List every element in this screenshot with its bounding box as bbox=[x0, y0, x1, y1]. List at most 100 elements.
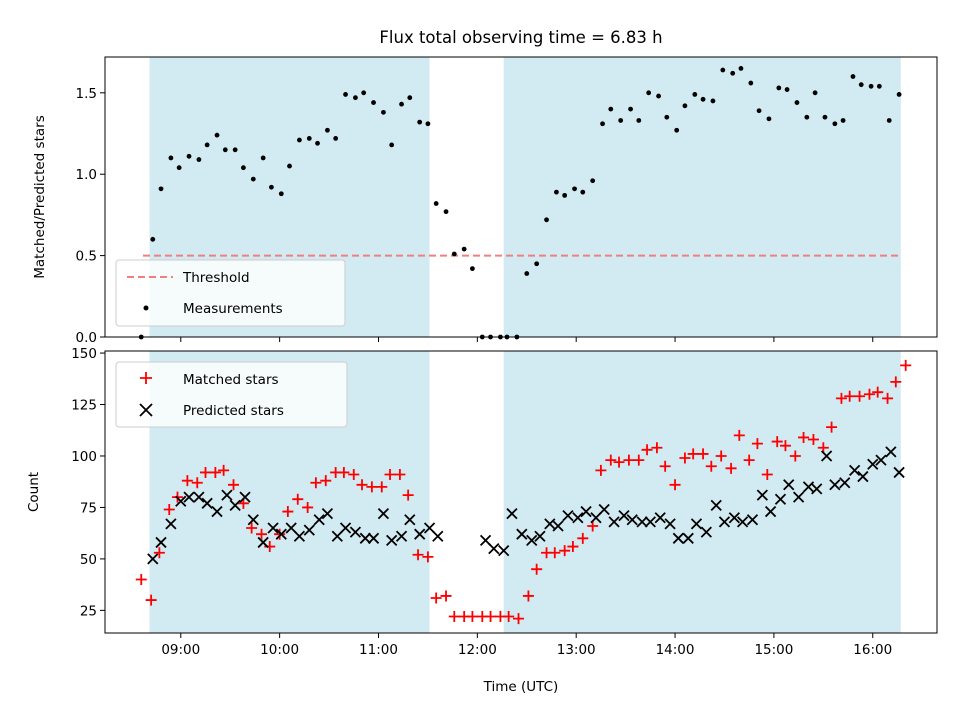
matched-legend-label: Matched stars bbox=[183, 372, 279, 388]
measurement-point bbox=[628, 106, 633, 112]
matched-star-point bbox=[577, 532, 589, 544]
predicted-star-point bbox=[165, 518, 177, 530]
predicted-star-point bbox=[626, 514, 638, 526]
predicted-star-point bbox=[885, 446, 897, 458]
measurement-point bbox=[381, 109, 386, 115]
x-tick-label: 13:00 bbox=[557, 642, 596, 658]
measurement-point bbox=[776, 85, 782, 91]
predicted-star-point bbox=[764, 505, 777, 518]
count-legend: Matched stars Predicted stars bbox=[115, 361, 348, 428]
measurement-point bbox=[886, 118, 892, 123]
matched-star-point bbox=[228, 479, 240, 491]
predicted-star-point bbox=[672, 532, 684, 544]
predicted-star-point bbox=[682, 532, 694, 544]
predicted-star-point bbox=[875, 454, 887, 466]
matched-star-point bbox=[402, 489, 414, 501]
measurement-point bbox=[646, 90, 652, 96]
x-tick-label: 11:00 bbox=[359, 642, 398, 658]
measurement-point bbox=[196, 157, 202, 162]
x-tick-label: 14:00 bbox=[656, 642, 695, 658]
measurement-point bbox=[204, 142, 210, 148]
y-tick-label: 0.0 bbox=[76, 330, 97, 346]
measurement-point bbox=[664, 114, 670, 120]
matched-star-point bbox=[633, 454, 645, 466]
measurement-point bbox=[868, 83, 874, 89]
matched-star-point bbox=[559, 545, 571, 557]
measurement-point bbox=[278, 191, 284, 197]
predicted-star-point bbox=[598, 503, 610, 516]
y-tick-label: 75 bbox=[80, 500, 97, 516]
predicted-star-point bbox=[516, 528, 528, 540]
matched-star-point bbox=[466, 611, 478, 623]
predicted-star-point bbox=[710, 499, 722, 512]
measurement-point bbox=[766, 116, 772, 122]
measurement-point bbox=[562, 192, 568, 198]
matched-star-point bbox=[715, 450, 727, 462]
measurement-point bbox=[343, 92, 348, 97]
measurement-point bbox=[168, 155, 174, 161]
measurement-point bbox=[399, 101, 404, 107]
predicted-star-point bbox=[229, 499, 241, 512]
matched-star-point bbox=[697, 448, 709, 460]
predicted-star-point bbox=[718, 516, 731, 528]
predicted-star-point bbox=[395, 530, 408, 542]
matched-star-point bbox=[567, 541, 579, 553]
matched-star-point bbox=[430, 592, 442, 604]
predicted-star-point bbox=[432, 530, 444, 542]
matched-star-point bbox=[613, 456, 625, 468]
y-tick-label: 25 bbox=[80, 603, 97, 619]
predicted-star-point bbox=[293, 530, 306, 542]
measurement-point bbox=[580, 189, 586, 195]
measurement-point bbox=[407, 95, 413, 101]
measurement-point bbox=[682, 103, 688, 109]
measurement-point bbox=[600, 121, 605, 127]
predicted-star-point bbox=[664, 518, 676, 530]
y-tick-label: 150 bbox=[71, 346, 97, 362]
measurement-point bbox=[710, 98, 716, 104]
predicted-star-point bbox=[359, 532, 371, 544]
matched-star-point bbox=[513, 613, 525, 625]
count-panel-frame bbox=[104, 350, 938, 634]
measurement-point bbox=[260, 155, 266, 161]
predicted-star-point bbox=[820, 450, 833, 462]
matched-star-point bbox=[163, 503, 175, 515]
predicted-star-point bbox=[193, 491, 205, 503]
predicted-star-point bbox=[247, 514, 259, 526]
matched-star-point bbox=[153, 547, 165, 559]
matched-star-point bbox=[890, 376, 902, 388]
predicted-star-point bbox=[275, 528, 287, 540]
matched-star-point bbox=[807, 434, 819, 446]
measurement-point bbox=[333, 135, 339, 141]
predicted-star-point bbox=[386, 534, 398, 547]
measurement-point bbox=[222, 147, 228, 153]
matched-star-point bbox=[376, 481, 388, 493]
matched-star-point bbox=[605, 454, 617, 466]
matched-legend-swatch bbox=[140, 372, 152, 384]
matched-star-point bbox=[872, 386, 884, 398]
predicted-star-point bbox=[690, 518, 703, 530]
measurement-point bbox=[896, 92, 902, 97]
predicted-star-point bbox=[811, 483, 823, 495]
matched-star-point bbox=[679, 452, 691, 464]
predicted-star-point bbox=[267, 522, 279, 534]
matched-star-point bbox=[348, 469, 360, 481]
predicted-star-point bbox=[848, 464, 861, 477]
matched-star-point bbox=[623, 454, 635, 466]
measurement-point bbox=[618, 118, 624, 123]
measurement-point bbox=[425, 121, 431, 127]
predicted-star-point bbox=[792, 491, 805, 503]
predicted-star-point bbox=[534, 530, 546, 542]
measurement-point bbox=[315, 140, 320, 146]
predicted-star-point bbox=[572, 512, 584, 524]
predicted-star-point bbox=[802, 481, 815, 493]
predicted-star-point bbox=[201, 497, 213, 509]
matched-star-point bbox=[882, 392, 894, 404]
measurement-point bbox=[608, 106, 614, 112]
matched-star-point bbox=[356, 479, 368, 491]
predicted-star-point bbox=[552, 520, 564, 532]
x-axis-label: Time (UTC) bbox=[483, 679, 559, 695]
measurement-point bbox=[572, 186, 577, 192]
measurement-point bbox=[692, 92, 698, 97]
matched-star-point bbox=[135, 573, 147, 585]
predicted-legend-label: Predicted stars bbox=[183, 403, 284, 419]
